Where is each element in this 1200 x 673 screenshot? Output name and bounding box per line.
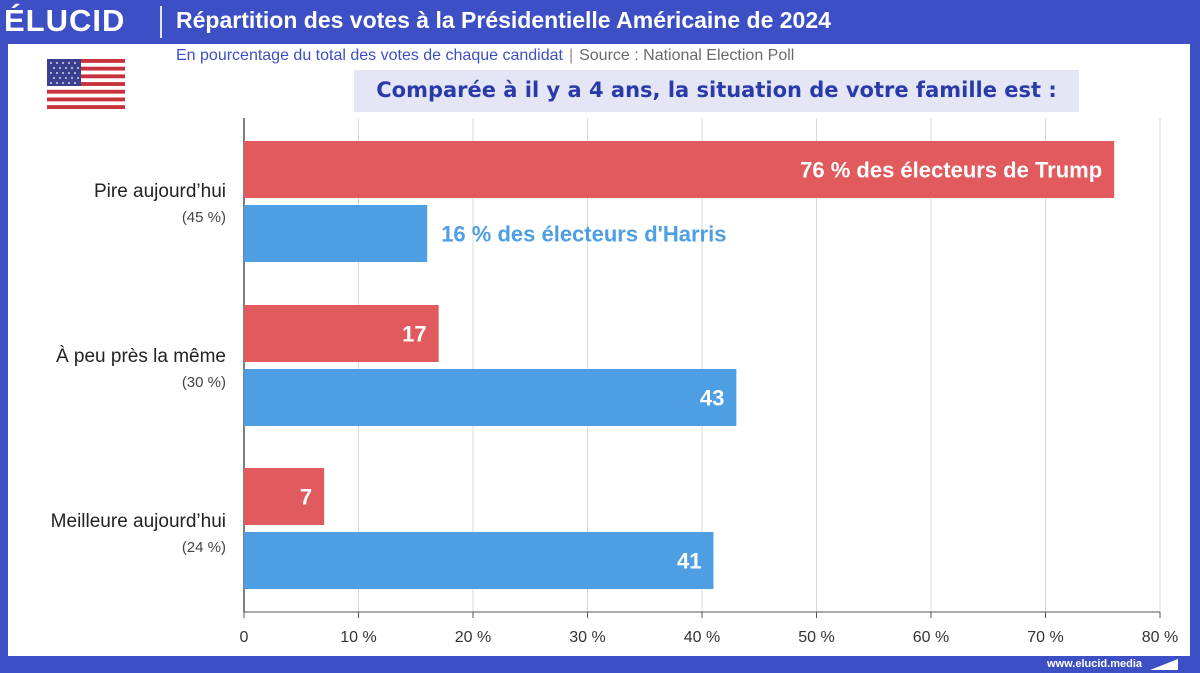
brand-mark-icon xyxy=(1150,659,1178,670)
header-bar: ÉLUCID Répartition des votes à la Présid… xyxy=(0,0,1200,44)
category-label: À peu près la même xyxy=(56,346,226,367)
harris-data-label: 43 xyxy=(700,386,724,411)
trump-data-label: 17 xyxy=(402,322,426,347)
x-tick-label: 0 xyxy=(240,629,249,646)
category-share: (45 %) xyxy=(182,209,226,226)
x-tick-label: 50 % xyxy=(798,629,834,646)
page-title: Répartition des votes à la Présidentiell… xyxy=(176,7,831,33)
trump-bar xyxy=(244,468,325,525)
source-text: Source : National Election Poll xyxy=(579,47,795,64)
chart-question: Comparée à il y a 4 ans, la situation de… xyxy=(376,78,1057,102)
subtitle-text: En pourcentage du total des votes de cha… xyxy=(176,47,563,64)
category-share: (30 %) xyxy=(182,374,226,391)
harris-bar xyxy=(244,205,428,262)
trump-bar xyxy=(244,141,1115,198)
x-tick-label: 20 % xyxy=(455,629,491,646)
subtitle: En pourcentage du total des votes de cha… xyxy=(176,47,794,65)
harris-bar xyxy=(244,369,737,426)
x-tick-label: 30 % xyxy=(569,629,605,646)
harris-bar xyxy=(244,532,714,589)
x-tick-label: 40 % xyxy=(684,629,720,646)
subtitle-separator: | xyxy=(568,47,574,64)
category-share: (24 %) xyxy=(182,539,226,556)
category-label: Meilleure aujourd’hui xyxy=(51,511,226,532)
harris-data-label: 41 xyxy=(677,549,701,574)
harris-data-label: 16 % des électeurs d'Harris xyxy=(441,222,726,247)
us-flag-icon xyxy=(47,59,125,109)
footer-url: www.elucid.media xyxy=(1047,658,1142,670)
question-box: Comparée à il y a 4 ans, la situation de… xyxy=(354,70,1079,112)
trump-data-label: 76 % des électeurs de Trump xyxy=(800,158,1102,183)
trump-bar xyxy=(244,305,439,362)
x-tick-label: 80 % xyxy=(1142,629,1178,646)
category-label: Pire aujourd’hui xyxy=(94,181,226,202)
logo-divider xyxy=(160,6,162,38)
x-tick-label: 60 % xyxy=(913,629,949,646)
x-tick-label: 10 % xyxy=(340,629,376,646)
trump-data-label: 7 xyxy=(300,485,312,510)
footer-bar: www.elucid.media xyxy=(0,656,1200,673)
brand-logo: ÉLUCID xyxy=(4,3,126,38)
x-tick-label: 70 % xyxy=(1027,629,1063,646)
